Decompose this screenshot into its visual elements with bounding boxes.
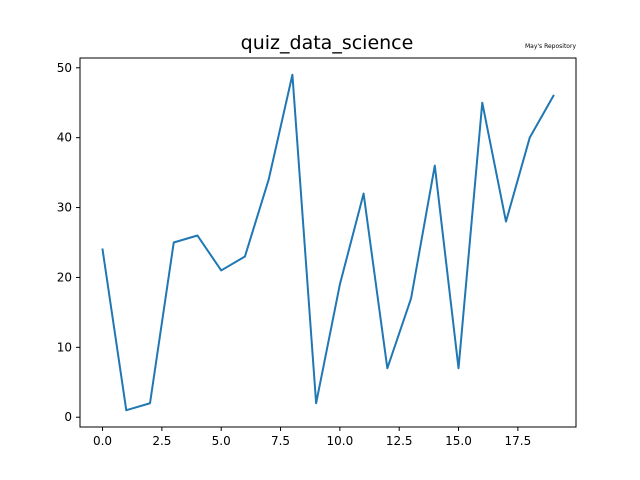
x-tick-label-0: 0.0 xyxy=(93,434,112,448)
y-tick-label-2: 20 xyxy=(57,270,72,284)
x-tick-label-2: 5.0 xyxy=(212,434,231,448)
x-tick-label-4: 10.0 xyxy=(327,434,354,448)
x-tick-label-7: 17.5 xyxy=(504,434,531,448)
chart-title: quiz_data_science xyxy=(241,32,414,54)
y-tick-label-5: 50 xyxy=(57,61,72,75)
x-tick-label-3: 7.5 xyxy=(271,434,290,448)
y-tick-label-4: 40 xyxy=(57,131,72,145)
y-tick-label-3: 30 xyxy=(57,201,72,215)
x-tick-label-6: 15.0 xyxy=(445,434,472,448)
axes-frame xyxy=(79,57,577,428)
x-tick-label-1: 2.5 xyxy=(152,434,171,448)
repository-note: May's Repository xyxy=(525,43,576,50)
plot-area: 0.0 2.5 5.0 7.5 10.0 12.5 15.0 17.5 0 10 20 30 40 50 xyxy=(57,57,577,448)
series-line-0 xyxy=(101,73,555,412)
y-tick-label-0: 0 xyxy=(64,410,72,424)
x-tick-label-5: 12.5 xyxy=(386,434,413,448)
y-tick-label-1: 10 xyxy=(57,340,72,354)
